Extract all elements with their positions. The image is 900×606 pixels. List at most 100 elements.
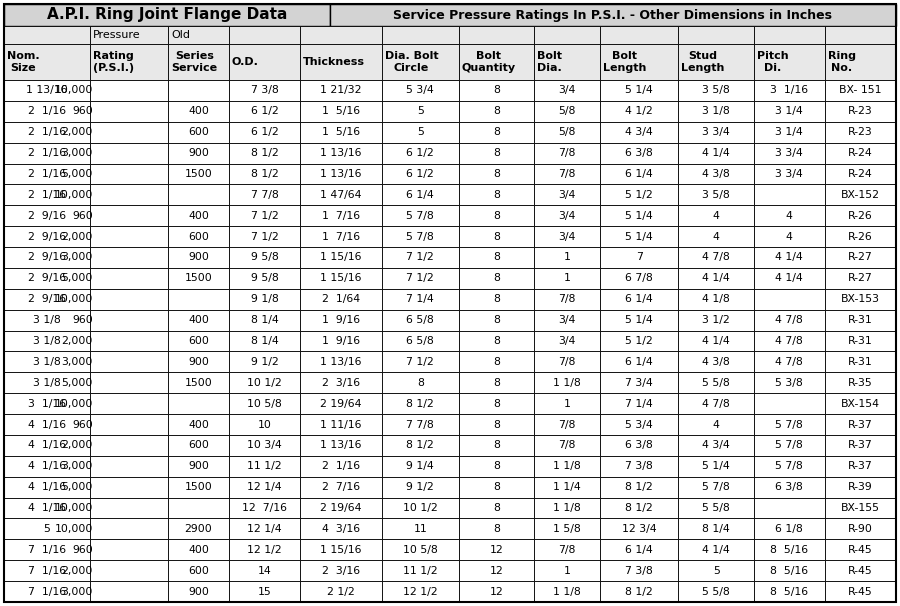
Text: 8: 8 [493, 169, 500, 179]
Text: 5,000: 5,000 [61, 273, 93, 284]
Bar [679, 268, 754, 289]
Text: Dia. Bolt
Circle: Dia. Bolt Circle [384, 51, 438, 73]
Bar [535, 581, 600, 602]
Text: 4  1/16: 4 1/16 [28, 441, 66, 450]
Bar [679, 80, 754, 101]
Text: 3,000: 3,000 [61, 357, 93, 367]
Text: 8: 8 [493, 503, 500, 513]
Text: 8: 8 [493, 399, 500, 408]
Bar [168, 330, 229, 351]
Bar [382, 435, 459, 456]
Text: 2  3/16: 2 3/16 [321, 378, 360, 388]
Text: 4: 4 [786, 211, 793, 221]
Bar [825, 372, 896, 393]
Bar [825, 456, 896, 477]
Bar [679, 26, 754, 44]
Text: 5 7/8: 5 7/8 [776, 461, 803, 471]
Bar [4, 247, 90, 268]
Bar [535, 44, 600, 80]
Text: 5 3/8: 5 3/8 [776, 378, 803, 388]
Bar [168, 539, 229, 560]
Bar [535, 519, 600, 539]
Text: 600: 600 [188, 441, 209, 450]
Bar [4, 560, 90, 581]
Bar [4, 226, 90, 247]
Text: Stud
Length: Stud Length [681, 51, 724, 73]
Bar [459, 122, 535, 142]
Text: 10 1/2: 10 1/2 [247, 378, 282, 388]
Text: 900: 900 [188, 357, 209, 367]
Bar [90, 539, 168, 560]
Bar [90, 372, 168, 393]
Bar [329, 4, 896, 26]
Bar [600, 122, 679, 142]
Bar [754, 268, 825, 289]
Bar [535, 456, 600, 477]
Text: 5 7/8: 5 7/8 [406, 231, 434, 242]
Text: 1 21/32: 1 21/32 [320, 85, 362, 95]
Bar [754, 226, 825, 247]
Text: 4  1/16: 4 1/16 [28, 461, 66, 471]
Text: 7/8: 7/8 [558, 169, 576, 179]
Bar [459, 226, 535, 247]
Bar [168, 435, 229, 456]
Text: 8 1/2: 8 1/2 [250, 169, 278, 179]
Text: 2  9/16: 2 9/16 [28, 273, 66, 284]
Bar [4, 26, 90, 44]
Bar [229, 44, 300, 80]
Text: 1 13/16: 1 13/16 [26, 85, 68, 95]
Text: R-37: R-37 [848, 461, 873, 471]
Text: 7 1/2: 7 1/2 [406, 273, 434, 284]
Bar [300, 310, 382, 330]
Bar [825, 122, 896, 142]
Text: 11 1/2: 11 1/2 [248, 461, 282, 471]
Text: BX-153: BX-153 [841, 295, 880, 304]
Bar [825, 247, 896, 268]
Text: 9 1/2: 9 1/2 [406, 482, 434, 492]
Bar [382, 330, 459, 351]
Text: 1 1/8: 1 1/8 [554, 587, 581, 596]
Text: 6 1/4: 6 1/4 [626, 545, 653, 555]
Bar [229, 101, 300, 122]
Bar [825, 393, 896, 414]
Bar [600, 351, 679, 372]
Text: 1500: 1500 [184, 378, 212, 388]
Text: 12: 12 [490, 545, 503, 555]
Text: 6 1/4: 6 1/4 [626, 357, 653, 367]
Bar [535, 142, 600, 164]
Bar [229, 122, 300, 142]
Text: 3,000: 3,000 [61, 253, 93, 262]
Text: 3 3/4: 3 3/4 [702, 127, 730, 137]
Text: 6 3/8: 6 3/8 [626, 441, 653, 450]
Text: R-27: R-27 [848, 253, 873, 262]
Text: Nom.
Size: Nom. Size [7, 51, 40, 73]
Bar [300, 560, 382, 581]
Bar [600, 560, 679, 581]
Text: 4 1/4: 4 1/4 [702, 336, 730, 346]
Bar [4, 310, 90, 330]
Bar [754, 477, 825, 498]
Text: R-35: R-35 [848, 378, 873, 388]
Text: 5 1/4: 5 1/4 [626, 211, 653, 221]
Bar [825, 414, 896, 435]
Text: 2  1/16: 2 1/16 [28, 148, 66, 158]
Bar [825, 581, 896, 602]
Text: 6 1/2: 6 1/2 [250, 106, 278, 116]
Text: 1 13/16: 1 13/16 [320, 169, 362, 179]
Text: 6 1/8: 6 1/8 [776, 524, 803, 534]
Text: 4 7/8: 4 7/8 [776, 357, 803, 367]
Bar [382, 393, 459, 414]
Bar [168, 122, 229, 142]
Bar [535, 310, 600, 330]
Bar [168, 372, 229, 393]
Text: Ring
No.: Ring No. [828, 51, 856, 73]
Bar [600, 519, 679, 539]
Text: 1  9/16: 1 9/16 [321, 315, 360, 325]
Bar [229, 372, 300, 393]
Bar [4, 414, 90, 435]
Text: 8: 8 [493, 273, 500, 284]
Text: 6 1/4: 6 1/4 [626, 169, 653, 179]
Text: 8: 8 [493, 190, 500, 200]
Bar [600, 498, 679, 519]
Bar [382, 560, 459, 581]
